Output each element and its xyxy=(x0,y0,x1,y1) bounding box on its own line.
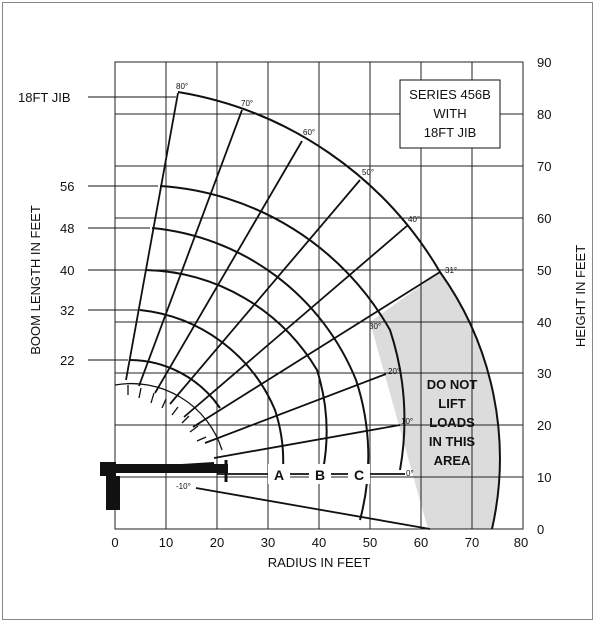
angle-label-31: 31° xyxy=(445,266,457,275)
angle-label-70: 70° xyxy=(241,99,253,108)
warning-line-3: LOADS xyxy=(429,415,475,430)
warning-line-2: LIFT xyxy=(438,396,465,411)
grid xyxy=(114,61,524,530)
series-box-line-2: WITH xyxy=(433,106,466,121)
series-box-line-3: 18FT JIB xyxy=(424,125,477,140)
angle-label-20: 20° xyxy=(388,367,400,376)
origin-arc xyxy=(114,382,223,451)
x-axis-ticks: 0 10 20 30 40 50 60 70 80 xyxy=(111,535,528,550)
warning-line-1: DO NOT xyxy=(427,377,478,392)
svg-text:80: 80 xyxy=(537,107,551,122)
line-20 xyxy=(204,373,387,444)
svg-text:10: 10 xyxy=(159,535,173,550)
boom-length-arcs xyxy=(129,91,501,530)
boom-length-leaders xyxy=(88,96,176,361)
svg-text:10: 10 xyxy=(537,470,551,485)
angle-label-80: 80° xyxy=(176,82,188,91)
y-axis-right-ticks: 0 10 20 30 40 50 60 70 80 90 xyxy=(537,55,551,537)
zone-a: A xyxy=(274,467,284,483)
angle-labels: 80° 70° 60° 50° 40° 31° 30° 20° 10° 0° -… xyxy=(176,82,457,491)
zone-b-bg xyxy=(309,464,331,484)
line-70 xyxy=(138,109,243,387)
restricted-area xyxy=(370,272,500,529)
svg-text:70: 70 xyxy=(465,535,479,550)
angle-label-m10: -10° xyxy=(176,482,191,491)
svg-text:60: 60 xyxy=(414,535,428,550)
arc-32 xyxy=(139,309,285,471)
angle-label-50: 50° xyxy=(362,168,374,177)
svg-text:20: 20 xyxy=(537,418,551,433)
boom-label-jib: 18FT JIB xyxy=(18,90,71,105)
warning-text: DO NOT LIFT LOADS IN THIS AREA xyxy=(427,377,478,468)
svg-text:40: 40 xyxy=(537,315,551,330)
boom-label-56: 56 xyxy=(60,179,74,194)
boom-label-22: 22 xyxy=(60,353,74,368)
svg-text:40: 40 xyxy=(312,535,326,550)
boom-label-48: 48 xyxy=(60,221,74,236)
y-axis-left-label: BOOM LENGTH IN FEET xyxy=(28,205,43,355)
angle-label-30: 30° xyxy=(369,322,381,331)
angle-label-10: 10° xyxy=(401,417,413,426)
svg-text:0: 0 xyxy=(111,535,118,550)
arc-48 xyxy=(151,227,370,521)
boom-label-32: 32 xyxy=(60,303,74,318)
y-axis-right-label: HEIGHT IN FEET xyxy=(573,245,588,347)
arc-jib xyxy=(177,91,441,273)
line-m10 xyxy=(195,487,431,530)
line-60 xyxy=(154,140,303,394)
angle-lines xyxy=(125,92,441,530)
origin-arc-ticks xyxy=(127,385,207,442)
line-80 xyxy=(125,92,179,381)
svg-text:90: 90 xyxy=(537,55,551,70)
angle-label-0: 0° xyxy=(406,469,414,478)
svg-text:0: 0 xyxy=(537,522,544,537)
svg-text:80: 80 xyxy=(514,535,528,550)
arc-22 xyxy=(129,359,221,409)
arc-outer xyxy=(439,271,501,530)
svg-text:30: 30 xyxy=(537,366,551,381)
line-50 xyxy=(169,179,361,405)
angle-label-60: 60° xyxy=(303,128,315,137)
svg-text:30: 30 xyxy=(261,535,275,550)
line-40 xyxy=(183,224,409,418)
warning-line-5: AREA xyxy=(434,453,471,468)
angle-label-40: 40° xyxy=(408,215,420,224)
svg-text:50: 50 xyxy=(363,535,377,550)
series-box-line-1: SERIES 456B xyxy=(409,87,491,102)
x-axis-label: RADIUS IN FEET xyxy=(268,555,371,570)
line-31 xyxy=(192,271,441,428)
zone-c: C xyxy=(354,467,364,483)
svg-text:60: 60 xyxy=(537,211,551,226)
arc-40 xyxy=(145,269,328,471)
svg-text:50: 50 xyxy=(537,263,551,278)
svg-text:20: 20 xyxy=(210,535,224,550)
zone-b: B xyxy=(315,467,325,483)
crane-silhouette xyxy=(100,460,228,510)
line-10 xyxy=(213,424,401,459)
boom-label-40: 40 xyxy=(60,263,74,278)
zone-c-bg xyxy=(348,464,370,484)
zone-a-bg xyxy=(268,464,290,484)
svg-text:70: 70 xyxy=(537,159,551,174)
arc-56 xyxy=(159,185,406,471)
warning-line-4: IN THIS xyxy=(429,434,476,449)
series-box xyxy=(399,79,501,149)
